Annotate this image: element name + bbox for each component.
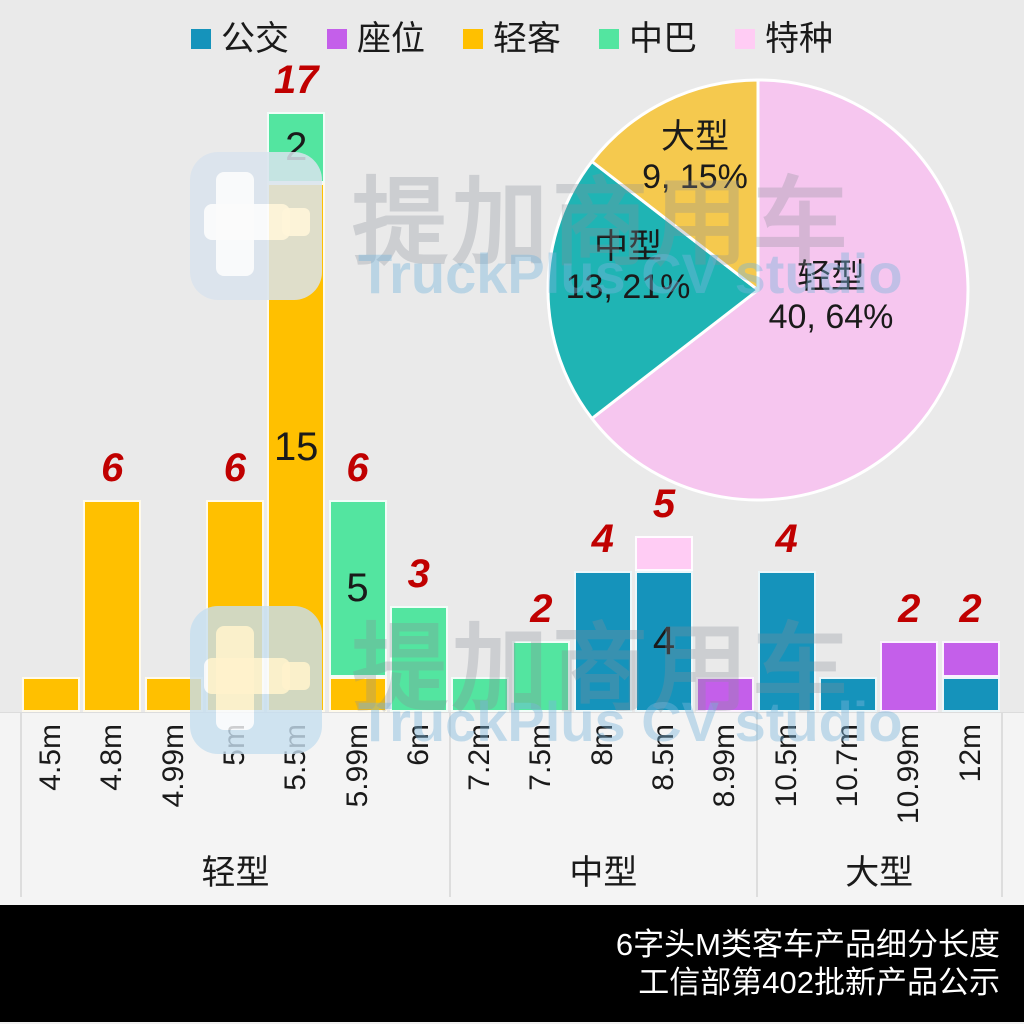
caption-bar: 6字头M类客车产品细分长度 工信部第402批新产品公示 <box>0 905 1024 1022</box>
pie-label-轻型: 轻型 <box>797 258 865 296</box>
bar-8.99m-segment-座位 <box>696 676 755 712</box>
group-label-中型: 中型 <box>569 854 638 892</box>
pie-slice-大型 <box>590 78 760 292</box>
group-label-轻型: 轻型 <box>201 854 270 892</box>
bar-5m-total-label: 6 <box>223 446 247 491</box>
caption-title: 6字头M类客车产品细分长度 <box>615 926 1000 962</box>
bar-8.5m-segment-特种 <box>635 535 693 571</box>
pie-label-中型: 中型 <box>594 228 662 266</box>
bar-10.99m-total-label: 2 <box>898 587 921 632</box>
chart-legend: 公交 座位 轻客 中巴 特种 <box>0 22 1024 56</box>
bar-5.99m-total-label: 6 <box>346 446 369 491</box>
caption-subtitle: 工信部第402批新产品公示 <box>638 964 1000 1000</box>
bar-7.5m-segment-中巴 <box>512 641 571 712</box>
bar-6m-segment-中巴 <box>389 606 448 712</box>
pie-slice-轻型 <box>590 78 970 502</box>
x-axis-area <box>0 713 1024 905</box>
group-label-大型: 大型 <box>845 854 914 892</box>
legend-swatch-icon <box>463 29 483 49</box>
bar-5.99m-segment-轻客 <box>328 676 387 712</box>
group-separator <box>1000 713 1003 897</box>
group-separator <box>449 713 452 897</box>
group-separator <box>755 713 758 897</box>
bar-10.5m-total-label: 4 <box>775 516 798 561</box>
legend-label: 座位 <box>357 20 425 58</box>
bar-5.5m-total-label: 17 <box>273 58 319 102</box>
bar-12m-segment-公交 <box>941 676 1000 712</box>
segment-value-label: 4 <box>652 619 676 664</box>
bar-10.5m-segment-公交 <box>757 570 816 712</box>
legend-swatch-icon <box>735 29 755 49</box>
legend-item-特种: 特种 <box>735 22 833 56</box>
legend-label: 特种 <box>765 20 833 58</box>
legend-swatch-icon <box>191 29 211 49</box>
group-separator <box>20 713 22 897</box>
legend-item-公交: 公交 <box>191 22 289 56</box>
segment-value-label: 5 <box>346 566 369 611</box>
bar-5.99m-segment-中巴: 5 <box>328 500 387 677</box>
bar-12m-total-label: 2 <box>959 587 982 632</box>
bar-8.5m-segment-公交: 4 <box>635 570 693 712</box>
bar-4.8m-total-label: 6 <box>101 446 124 491</box>
bar-7.5m-total-label: 2 <box>530 587 553 632</box>
legend-item-中巴: 中巴 <box>599 22 697 56</box>
legend-item-轻客: 轻客 <box>463 22 561 56</box>
legend-label: 轻客 <box>493 20 561 58</box>
legend-label: 公交 <box>221 20 289 58</box>
bar-10.7m-segment-公交 <box>818 676 877 712</box>
bar-10.99m-segment-座位 <box>880 641 939 712</box>
bar-12m-segment-座位 <box>941 641 1000 677</box>
legend-swatch-icon <box>327 29 347 49</box>
bar-8.5m-total-label: 5 <box>652 481 676 526</box>
bar-8m-total-label: 4 <box>591 516 614 561</box>
segment-value-label: 15 <box>273 425 319 470</box>
bar-4.5m-segment-轻客 <box>22 676 80 712</box>
legend-item-座位: 座位 <box>327 22 425 56</box>
pie-slice-中型 <box>546 160 760 420</box>
pie-value-大型: 9, 15% <box>642 158 748 196</box>
bar-7.2m-segment-中巴 <box>451 676 510 712</box>
bar-6m-total-label: 3 <box>407 552 430 597</box>
x-axis-baseline <box>0 712 1024 713</box>
bar-4.8m-segment-轻客 <box>83 500 142 712</box>
pie-value-中型: 13, 21% <box>566 268 691 306</box>
pie-label-大型: 大型 <box>661 118 729 156</box>
legend-label: 中巴 <box>629 20 697 58</box>
pie-value-轻型: 40, 64% <box>769 298 894 336</box>
legend-swatch-icon <box>599 29 619 49</box>
bottom-edge <box>0 1022 1024 1024</box>
bar-8m-segment-公交 <box>573 570 632 712</box>
